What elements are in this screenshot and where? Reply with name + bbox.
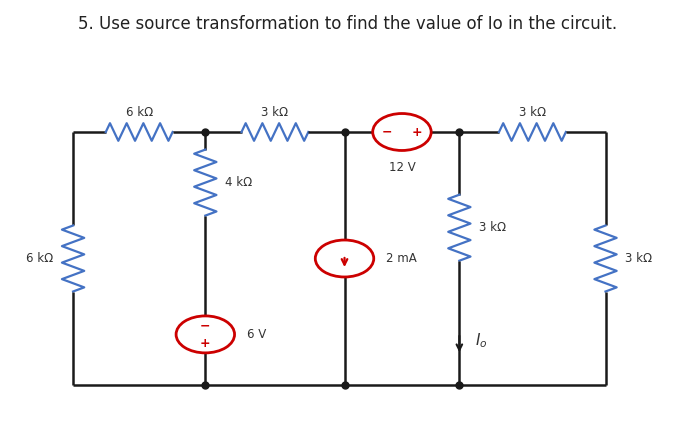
- Text: 5. Use source transformation to find the value of Io in the circuit.: 5. Use source transformation to find the…: [79, 15, 617, 33]
- Text: $I_o$: $I_o$: [475, 332, 487, 350]
- Circle shape: [315, 240, 374, 277]
- Text: 3 kΩ: 3 kΩ: [519, 106, 546, 119]
- Text: −: −: [200, 319, 211, 332]
- Text: 6 kΩ: 6 kΩ: [26, 252, 54, 265]
- Text: 6 V: 6 V: [247, 328, 267, 341]
- Text: 3 kΩ: 3 kΩ: [262, 106, 288, 119]
- Text: 2 mA: 2 mA: [386, 252, 417, 265]
- Text: −: −: [382, 125, 393, 139]
- Text: 6 kΩ: 6 kΩ: [125, 106, 153, 119]
- Circle shape: [176, 316, 235, 353]
- Text: 4 kΩ: 4 kΩ: [225, 176, 252, 189]
- Text: +: +: [200, 337, 211, 350]
- Text: 3 kΩ: 3 kΩ: [479, 221, 506, 234]
- Text: 12 V: 12 V: [388, 161, 416, 174]
- Text: 3 kΩ: 3 kΩ: [625, 252, 652, 265]
- Text: +: +: [411, 125, 422, 139]
- Circle shape: [373, 114, 432, 150]
